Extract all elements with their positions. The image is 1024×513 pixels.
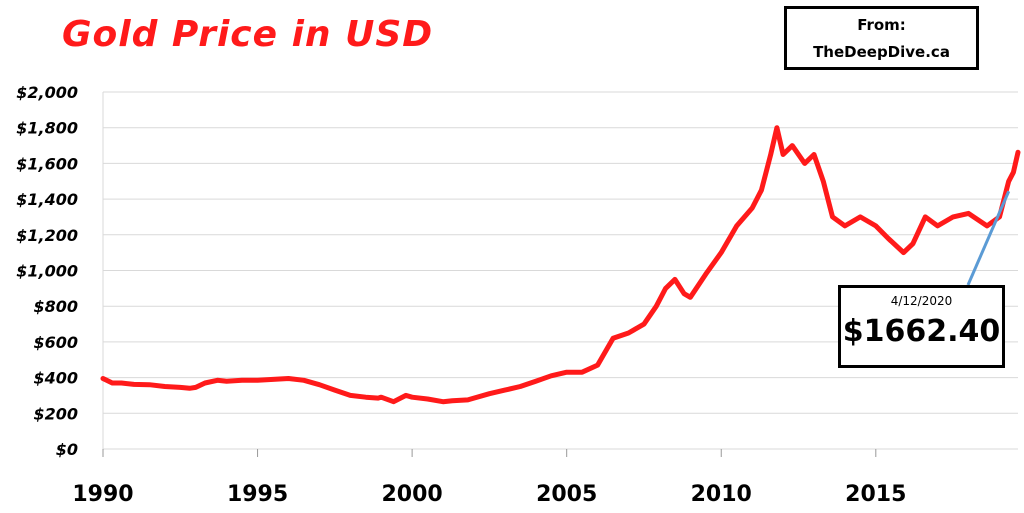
y-tick-label: $1,800 [16,119,78,138]
source-site: TheDeepDive.ca [813,43,950,61]
annotation-layer [966,190,1011,286]
gold-price-line [100,125,1021,405]
x-tick-label: 2015 [845,482,906,507]
y-tick-label: $1,200 [16,226,78,245]
source-label: From: [857,16,906,34]
x-tick-label: 2005 [536,482,597,507]
x-tick-label: 1995 [227,482,288,507]
y-tick-label: $1,000 [16,262,78,281]
x-tick-label: 1990 [72,482,133,507]
x-tick-label: 2010 [691,482,752,507]
y-tick-label: $2,000 [16,83,78,102]
source-box: From: TheDeepDive.ca [784,6,979,70]
y-tick-label: $800 [33,297,78,316]
callout-price: $1662.40 [842,314,1001,349]
callout-connector [966,190,1011,286]
y-tick-label: $200 [33,404,78,423]
y-tick-label: $1,600 [16,154,78,173]
y-tick-label: $0 [56,440,78,459]
price-callout: 4/12/2020 $1662.40 [838,285,1005,368]
y-tick-label: $600 [33,333,78,352]
x-tick-label: 2000 [382,482,443,507]
grid-layer [102,91,1018,457]
y-axis-labels: $0 $200 $400 $600 $800 $1,000 $1,200 $1,400 $1,6… [16,83,78,459]
callout-date: 4/12/2020 [890,294,953,308]
series-layer [100,125,1021,405]
chart-title: Gold Price in USD [62,14,434,55]
y-tick-label: $400 [33,369,78,388]
y-tick-label: $1,400 [16,190,78,209]
x-axis-labels: 1990 1995 2000 2005 2010 2015 [72,482,906,507]
